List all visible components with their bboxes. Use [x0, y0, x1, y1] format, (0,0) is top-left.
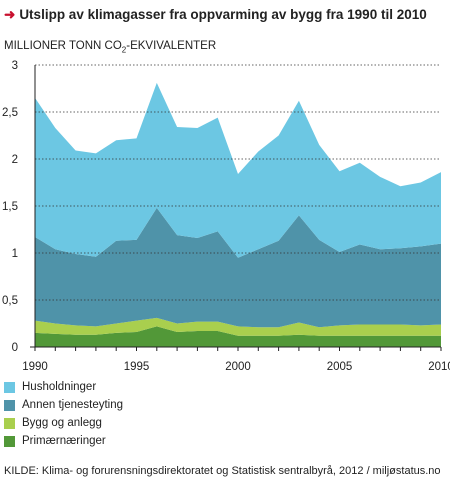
- y-tick-label: 0,5: [2, 295, 18, 307]
- legend-label-husholdninger: Husholdninger: [22, 381, 97, 393]
- legend-swatch-primaernaeringer: [4, 435, 15, 447]
- legend-swatch-husholdninger: [4, 381, 15, 393]
- y-tick-label: 1,5: [2, 201, 18, 213]
- legend-swatch-bygg-og-anlegg: [4, 417, 15, 429]
- y-axis-label: MILLIONER TONN CO2-EKVIVALENTER: [4, 40, 216, 54]
- legend-swatch-annen-tjenesteyting: [4, 399, 15, 411]
- y-tick-label: 2,5: [2, 107, 18, 119]
- source-note: KILDE: Klima- og forurensningsdirektorat…: [4, 465, 441, 477]
- chart-svg: 0 0,5 1 1,5 2 2,5 3 1990 1995 2000 2005 2010: [2, 60, 450, 373]
- x-tick-label: 2005: [327, 361, 353, 373]
- area-primaernaeringer: [35, 326, 441, 347]
- area-husholdninger: [35, 82, 441, 258]
- y-axis-label-suffix: -EKVIVALENTER: [126, 40, 217, 52]
- y-tick-label: 3: [12, 60, 18, 72]
- legend-item-annen-tjenesteyting: Annen tjenesteyting: [4, 396, 444, 414]
- legend-item-bygg-og-anlegg: Bygg og anlegg: [4, 414, 444, 432]
- x-tick-label: 1990: [22, 361, 48, 373]
- legend: Husholdninger Annen tjenesteyting Bygg o…: [4, 378, 444, 450]
- y-axis-label-main: MILLIONER TONN CO: [4, 40, 122, 52]
- y-tick-label: 0: [12, 342, 18, 354]
- legend-label-primaernaeringer: Primærnæringer: [22, 435, 106, 447]
- x-tick-label: 2000: [225, 361, 251, 373]
- area-annen-tjenesteyting: [35, 207, 441, 328]
- chart-title-text: Utslipp av klimagasser fra oppvarming av…: [19, 7, 427, 22]
- y-tick-label: 1: [12, 248, 18, 260]
- y-tick-label: 2: [12, 154, 18, 166]
- x-tick-label: 2010: [428, 361, 450, 373]
- chart-title: ➜ Utslipp av klimagasser fra oppvarming a…: [4, 7, 448, 23]
- area-bygg-og-anlegg: [35, 317, 441, 336]
- x-tick-label: 1995: [124, 361, 150, 373]
- legend-label-annen-tjenesteyting: Annen tjenesteyting: [22, 399, 124, 411]
- legend-item-primaernaeringer: Primærnæringer: [4, 432, 444, 450]
- legend-item-husholdninger: Husholdninger: [4, 378, 444, 396]
- y-axis-label-subscript: 2: [121, 45, 127, 55]
- arrow-right-icon: ➜: [4, 7, 16, 22]
- legend-label-bygg-og-anlegg: Bygg og anlegg: [22, 417, 102, 429]
